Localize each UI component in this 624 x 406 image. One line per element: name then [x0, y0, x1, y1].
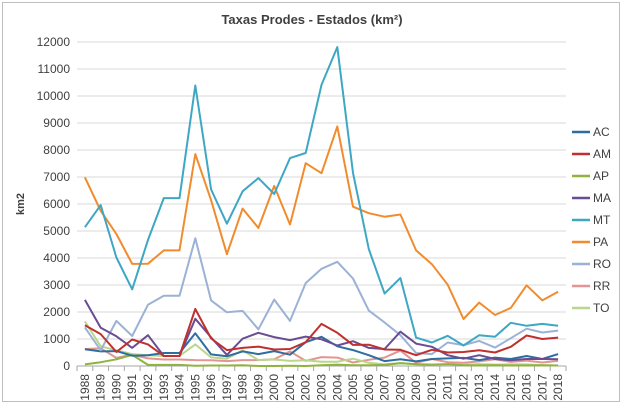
legend: AC AM AP MA MT PA RO RR TO — [572, 125, 611, 315]
legend-item-to: TO — [572, 301, 609, 315]
x-tick-label: 1992 — [141, 374, 155, 401]
series-line-pa — [83, 125, 559, 320]
x-tick-label: 2000 — [267, 374, 281, 401]
x-tick-label: 2003 — [315, 374, 329, 401]
x-tick-label: 2009 — [409, 374, 423, 401]
legend-label: MT — [593, 213, 611, 227]
x-tick-label: 1994 — [173, 374, 187, 401]
y-tick-label: 11000 — [38, 62, 71, 76]
x-tick-label: 1988 — [78, 374, 92, 401]
x-tick-label: 2012 — [456, 374, 470, 401]
series-line-ac — [84, 332, 559, 363]
x-tick-label: 2008 — [393, 374, 407, 401]
legend-label: AC — [593, 125, 610, 139]
y-tick-label: 3000 — [43, 278, 70, 292]
x-tick-label: 1998 — [236, 374, 250, 401]
legend-label: TO — [593, 301, 609, 315]
series-lines — [83, 46, 559, 367]
x-tick-label: 2015 — [504, 374, 518, 401]
x-tick-label: 2018 — [551, 374, 565, 401]
series-line-ap — [84, 353, 559, 367]
y-tick-label: 2000 — [43, 305, 70, 319]
y-tick-label: 8000 — [43, 143, 70, 157]
y-tick-label: 0 — [63, 359, 70, 373]
legend-item-mt: MT — [572, 213, 611, 227]
legend-item-ap: AP — [572, 169, 609, 183]
x-tick-label: 1997 — [220, 374, 234, 401]
y-tick-label: 10000 — [37, 89, 71, 103]
y-tick-label: 9000 — [43, 116, 70, 130]
y-tick-label: 5000 — [43, 224, 70, 238]
x-tick-label: 1996 — [204, 374, 218, 401]
x-tick-label: 2005 — [346, 374, 360, 401]
series-line-rr — [84, 347, 559, 364]
x-tick-label: 2013 — [472, 374, 486, 401]
y-tick-label: 1000 — [43, 332, 70, 346]
y-tick-label: 4000 — [43, 251, 70, 265]
legend-item-ro: RO — [572, 257, 611, 271]
x-tick-label: 1991 — [125, 374, 139, 401]
x-tick-label: 2006 — [362, 374, 376, 401]
y-tick-label: 6000 — [43, 197, 70, 211]
x-tick-label: 2001 — [283, 374, 297, 401]
y-tick-label: 7000 — [43, 170, 70, 184]
x-tick-label: 1989 — [94, 374, 108, 401]
legend-label: RO — [593, 257, 611, 271]
series-line-mt — [84, 46, 559, 347]
x-tick-label: 1995 — [188, 374, 202, 401]
x-axis-ticks: 1988 1989 1990 1991 1992 1993 1994 1995 1996 1997… — [76, 366, 567, 401]
x-tick-label: 2007 — [378, 374, 392, 401]
legend-label: AM — [593, 147, 611, 161]
y-axis-ticks: 0 1000 2000 3000 4000 5000 6000 7000 8000 9000 100… — [37, 35, 71, 373]
legend-item-am: AM — [572, 147, 611, 161]
x-tick-label: 2017 — [535, 374, 549, 401]
series-line-ro — [84, 237, 559, 356]
y-axis-label: km2 — [15, 193, 27, 215]
grid-lines — [77, 41, 566, 367]
legend-label: MA — [593, 191, 611, 205]
legend-item-ma: MA — [572, 191, 611, 205]
legend-item-pa: PA — [572, 235, 608, 249]
chart-title: Taxas Prodes - Estados (km²) — [221, 12, 402, 27]
legend-item-rr: RR — [572, 279, 611, 293]
x-tick-label: 1999 — [251, 374, 265, 401]
x-tick-label: 1993 — [157, 374, 171, 401]
legend-item-ac: AC — [572, 125, 610, 139]
x-tick-label: 2004 — [330, 374, 344, 401]
x-tick-label: 2016 — [520, 374, 534, 401]
x-tick-label: 2010 — [425, 374, 439, 401]
x-tick-label: 1990 — [109, 374, 123, 401]
y-tick-label: 12000 — [37, 35, 71, 49]
legend-label: RR — [593, 279, 611, 293]
legend-label: AP — [593, 169, 609, 183]
x-tick-label: 2011 — [441, 374, 455, 400]
x-tick-label: 2002 — [299, 374, 313, 401]
legend-label: PA — [593, 235, 608, 249]
series-line-am — [84, 308, 559, 357]
x-tick-label: 2014 — [488, 374, 502, 401]
